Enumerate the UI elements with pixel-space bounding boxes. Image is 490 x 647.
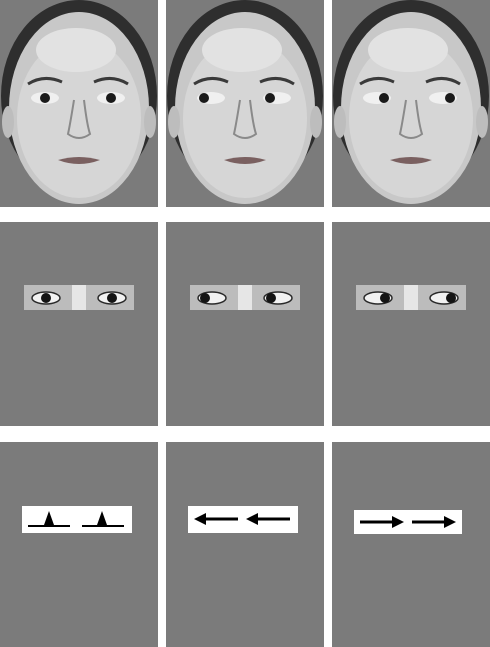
arrow-left-icon xyxy=(194,513,206,525)
neutral-marker-cue xyxy=(22,506,132,533)
triangle-marker-icon xyxy=(44,511,54,525)
face-image xyxy=(1,0,157,204)
cue-panel-right-arrows xyxy=(332,442,490,647)
eyes-panel-right-gaze xyxy=(332,222,490,426)
eye-strip xyxy=(356,285,466,310)
eyes-panel-left-gaze xyxy=(166,222,324,426)
triangle-marker-icon xyxy=(97,511,107,525)
eye-strip xyxy=(24,285,134,310)
cue-panel-neutral xyxy=(0,442,158,647)
face-image xyxy=(333,0,489,204)
arrow-right-icon xyxy=(392,516,404,528)
right-arrows-cue xyxy=(354,510,462,534)
arrow-left-icon xyxy=(246,513,258,525)
eyes-panel-center-gaze xyxy=(0,222,158,426)
face-panel-left-gaze xyxy=(166,0,324,207)
arrow-right-icon xyxy=(444,516,456,528)
eye-strip xyxy=(190,285,300,310)
face-panel-right-gaze xyxy=(332,0,490,207)
face-panel-center-gaze xyxy=(0,0,158,207)
face-image xyxy=(167,0,323,204)
left-arrows-cue xyxy=(188,506,298,533)
cue-panel-left-arrows xyxy=(166,442,324,647)
